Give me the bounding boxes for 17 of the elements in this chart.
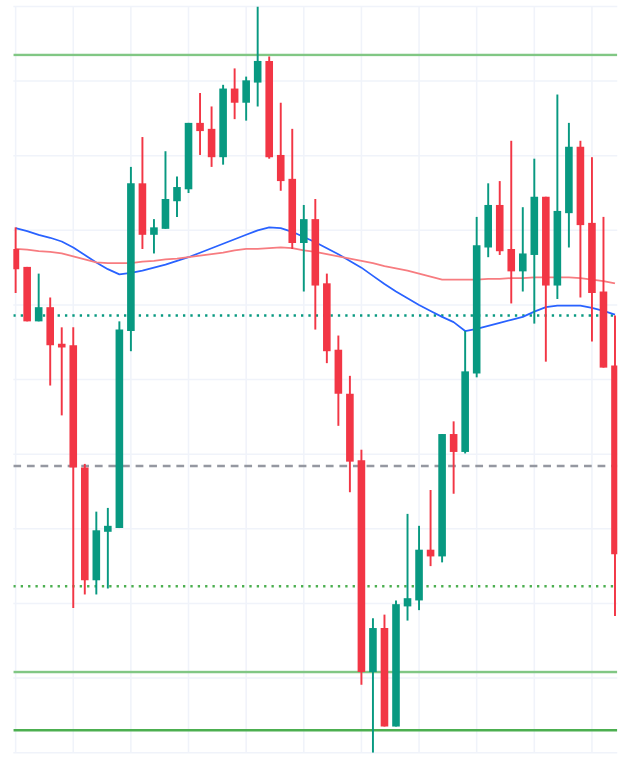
candlestick: [230, 67, 239, 121]
candlestick: [369, 617, 377, 753]
candlestick: [161, 150, 170, 230]
candlestick: [150, 218, 158, 255]
candlestick: [518, 206, 527, 293]
candlestick: [484, 182, 492, 259]
candlestick: [242, 75, 250, 122]
candlestick: [196, 92, 204, 156]
candlestick: [207, 105, 216, 168]
candlestick: [173, 175, 181, 218]
candlestick: [449, 420, 458, 495]
candlestick: [253, 6, 262, 108]
candlestick: [403, 512, 412, 622]
candlestick: [299, 203, 308, 293]
candlestick: [334, 334, 343, 427]
candlestick: [104, 506, 112, 590]
candlestick: [46, 296, 54, 387]
